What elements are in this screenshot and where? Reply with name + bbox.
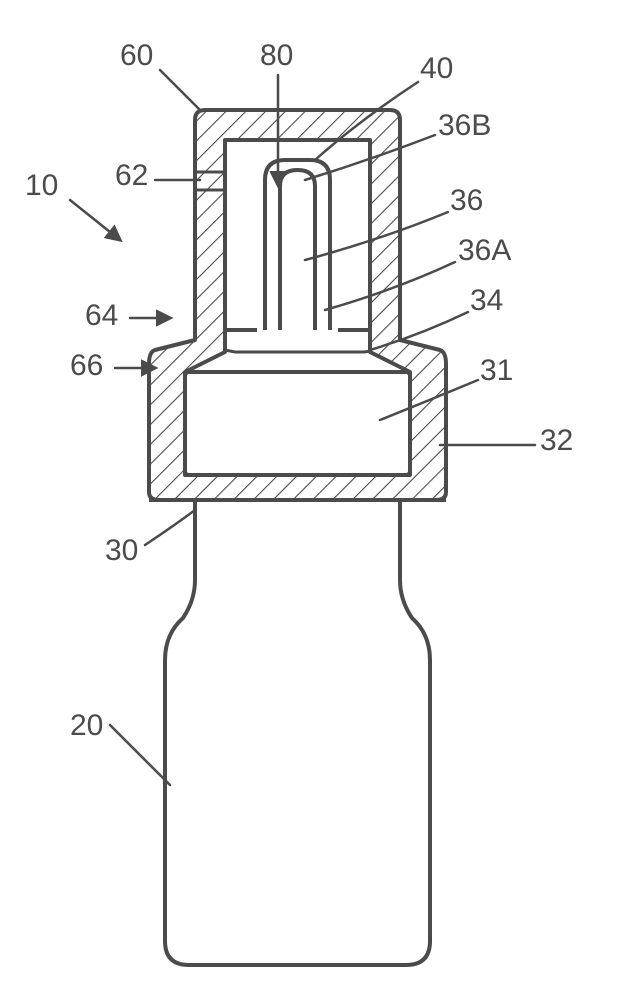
label-30: 30	[105, 534, 138, 567]
label-62: 62	[115, 159, 148, 192]
label-64: 64	[85, 299, 118, 332]
label-10: 10	[25, 169, 58, 202]
bottle-body	[165, 565, 430, 965]
label-36: 36	[450, 184, 483, 217]
label-20: 20	[70, 709, 103, 742]
label-80: 80	[260, 39, 293, 72]
leader-60	[160, 70, 200, 110]
patent-figure: 10 60 80 40 36B 62 36 36A 64 34 66 31 32 30 20	[0, 0, 630, 1000]
label-36B: 36B	[438, 109, 491, 142]
nozzle	[265, 160, 330, 330]
leader-20	[110, 725, 170, 785]
label-32: 32	[540, 424, 573, 457]
label-60: 60	[120, 39, 153, 72]
label-34: 34	[470, 284, 503, 317]
label-36A: 36A	[458, 234, 511, 267]
neck-collar	[185, 372, 410, 475]
label-31: 31	[480, 354, 513, 387]
label-66: 66	[70, 349, 103, 382]
label-40: 40	[420, 52, 453, 85]
leader-10	[70, 200, 120, 240]
leader-30	[145, 510, 195, 545]
